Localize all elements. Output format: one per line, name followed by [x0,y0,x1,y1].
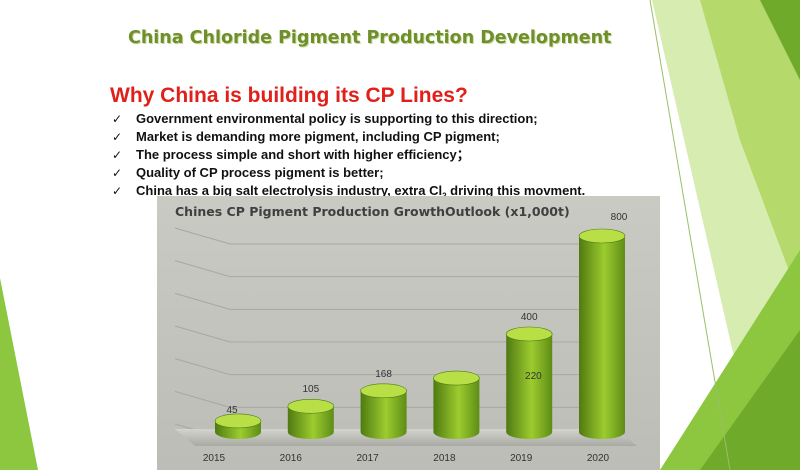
checkmark-icon: ✓ [112,130,123,144]
x-tick-label: 2018 [433,453,456,464]
checkmark-icon: ✓ [112,184,123,198]
chart-panel: Chines CP Pigment Production GrowthOutlo… [157,196,660,470]
bar-top-2017 [360,383,407,399]
bar-2018 [433,378,480,439]
bar-2016 [287,406,334,439]
x-tick-label: 2016 [279,453,302,464]
chart-title: Chines CP Pigment Production GrowthOutlo… [175,204,570,219]
deco-line [649,0,731,470]
bar-top-2016 [287,398,335,414]
bullet-text: China has a big salt electrolysis indust… [136,183,443,198]
bar-top-2018 [433,370,480,386]
bullet-item: ✓ Market is demanding more pigment, inclu… [112,128,585,146]
deco-right-band-mid [700,0,800,300]
gridline [174,227,612,245]
bar-top-2019 [505,326,553,342]
bullet-text: The process simple and short with higher… [136,147,470,162]
chart-canvas [174,227,637,446]
bar-2019 [506,334,553,439]
bars [214,228,626,439]
gridline [174,390,612,408]
bullet-item: ✓ Government environmental policy is supp… [112,110,585,128]
gridline [174,292,612,310]
data-label: 168 [375,368,392,380]
data-label: 220 [525,371,542,382]
gridline [174,260,612,278]
bar-2020 [579,236,625,439]
bullet-item: ✓ The process simple and short with highe… [112,146,585,164]
data-label: 105 [302,384,320,396]
x-tick-label: 2015 [202,453,226,464]
checkmark-icon: ✓ [112,148,123,162]
bar-top-2020 [578,228,626,244]
deco-right-top-sliver [760,0,800,80]
bar-top-2015 [214,413,262,429]
x-tick-label: 2019 [510,453,533,464]
data-label: 400 [520,312,538,323]
checkmark-icon: ✓ [112,112,123,126]
gridline [174,325,612,343]
data-label: 800 [610,212,628,223]
bar-2017 [360,390,407,439]
gridline [174,358,612,376]
bullet-list: ✓ Government environmental policy is supp… [112,110,586,201]
slide-heading: Why China is building its CP Lines? [110,84,468,107]
x-tick-label: 2020 [586,453,610,464]
x-tick-label: 2017 [356,453,379,464]
bullet-item: ✓ Quality of CP process pigment is better… [112,164,585,182]
data-label: 45 [226,404,238,416]
checkmark-icon: ✓ [112,166,123,180]
bullet-text: driving this movment. [446,183,586,198]
slide-title: China Chloride Pigment Production Develo… [128,28,612,48]
bullet-text: Government environmental policy is suppo… [136,111,538,126]
deco-right-triangle-dark [700,330,800,470]
deco-left-triangle [0,278,38,470]
bullet-text: Quality of CP process pigment is better; [136,165,384,180]
bullet-text: Market is demanding more pigment, includ… [136,129,500,144]
